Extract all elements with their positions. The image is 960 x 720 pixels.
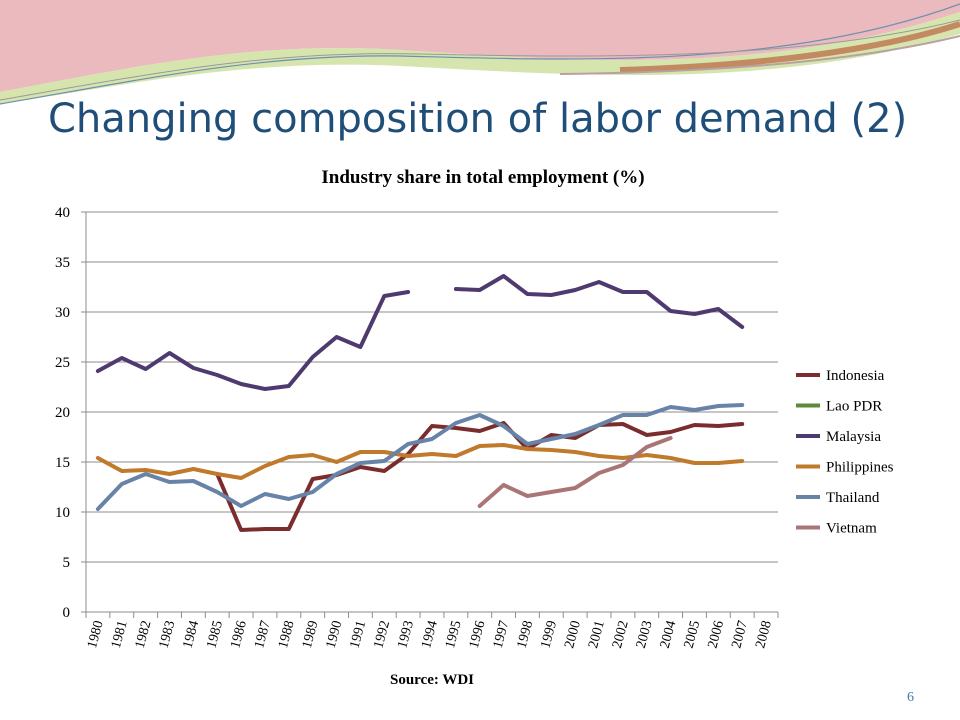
y-tick-label: 30: [55, 305, 70, 321]
y-tick-label: 5: [63, 555, 71, 571]
x-tick-label: 1982: [133, 619, 155, 650]
y-tick-label: 0: [63, 605, 71, 621]
x-tick-label: 2000: [562, 619, 584, 650]
x-tick-label: 2002: [610, 619, 632, 650]
x-tick-label: 2008: [753, 619, 775, 650]
x-tick-label: 2005: [682, 619, 704, 650]
x-tick-label: 1999: [538, 619, 560, 650]
slide-title: Changing composition of labor demand (2): [48, 96, 908, 142]
legend-label: Malaysia: [826, 429, 881, 445]
x-tick-label: 1984: [181, 619, 203, 650]
legend-label: Lao PDR: [826, 399, 882, 415]
legend-label: Vietnam: [826, 521, 877, 537]
x-tick-label: 1992: [371, 619, 393, 650]
x-tick-label: 2003: [634, 619, 656, 650]
page-number: 6: [907, 690, 914, 705]
x-tick-label: 1983: [157, 619, 179, 650]
x-tick-label: 1985: [204, 619, 226, 650]
series-line-malaysia: [95, 274, 745, 391]
header-wave-decoration: [0, 0, 960, 105]
x-tick-label: 1988: [276, 619, 298, 650]
x-tick-label: 1994: [419, 619, 441, 650]
legend-label: Thailand: [826, 490, 880, 506]
y-tick-label: 20: [55, 405, 70, 421]
x-tick-label: 1995: [443, 619, 465, 650]
series-line-vietnam: [477, 436, 673, 508]
y-tick-label: 15: [55, 455, 70, 471]
x-tick-label: 2006: [705, 619, 727, 650]
x-axis-label: Source: WDI: [390, 672, 474, 688]
x-tick-label: 1981: [109, 619, 131, 650]
y-tick-label: 25: [55, 355, 70, 371]
x-tick-label: 1997: [491, 619, 513, 650]
legend-label: Philippines: [826, 460, 894, 476]
x-tick-label: 1996: [467, 619, 489, 650]
chart-title: Industry share in total employment (%): [321, 167, 644, 188]
x-tick-label: 2004: [658, 619, 680, 650]
x-tick-label: 1990: [324, 619, 346, 650]
x-tick-label: 1998: [515, 619, 537, 650]
x-tick-label: 1980: [85, 619, 107, 650]
x-tick-label: 2007: [729, 619, 751, 650]
x-tick-label: 1987: [252, 619, 274, 650]
x-tick-label: 2001: [586, 619, 608, 650]
y-tick-label: 10: [55, 505, 70, 521]
y-tick-label: 35: [55, 255, 70, 271]
x-tick-label: 1993: [395, 619, 417, 650]
x-tick-label: 1989: [300, 619, 322, 650]
x-tick-label: 1991: [348, 619, 370, 650]
x-tick-label: 1986: [228, 619, 250, 650]
y-tick-label: 40: [55, 205, 70, 221]
series-line-thailand: [95, 403, 745, 511]
line-chart: Industry share in total employment (%) 0…: [55, 167, 894, 688]
legend-label: Indonesia: [826, 368, 885, 384]
